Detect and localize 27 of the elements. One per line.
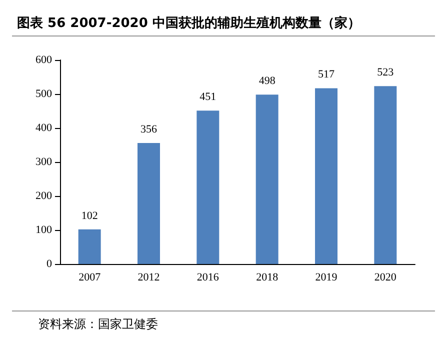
y-tick-label: 400: [36, 122, 52, 134]
y-tick-label: 300: [36, 156, 52, 168]
x-tick-label: 2007: [78, 272, 102, 284]
x-tick-label: 2012: [138, 272, 160, 284]
data-label: 498: [258, 75, 276, 88]
y-tick-label: 200: [36, 190, 52, 202]
bar: [138, 142, 160, 264]
bar: [196, 110, 220, 264]
y-tick-label: 600: [36, 54, 52, 66]
data-label: 102: [81, 210, 98, 222]
text: 资料来源：国家卫健委: [38, 317, 158, 331]
data-label: 523: [377, 66, 394, 79]
bar: [78, 229, 101, 264]
data-label: 451: [200, 91, 216, 104]
x-tick-label: 2018: [256, 272, 279, 284]
x-tick-label: 2019: [315, 272, 338, 284]
x-tick-label: 2016: [196, 272, 220, 284]
bar: [256, 94, 278, 264]
data-label: 356: [140, 123, 158, 136]
bar: [315, 88, 338, 264]
chart-title: 图表 56 2007-2020 中国获批的辅助生殖机构数量（家）: [17, 15, 360, 31]
y-tick-label: 0: [46, 258, 52, 270]
data-label: 517: [318, 68, 335, 81]
y-tick-label: 500: [36, 88, 52, 100]
y-tick-label: 100: [36, 224, 52, 236]
x-tick-label: 2020: [374, 272, 397, 284]
bar: [374, 86, 397, 264]
